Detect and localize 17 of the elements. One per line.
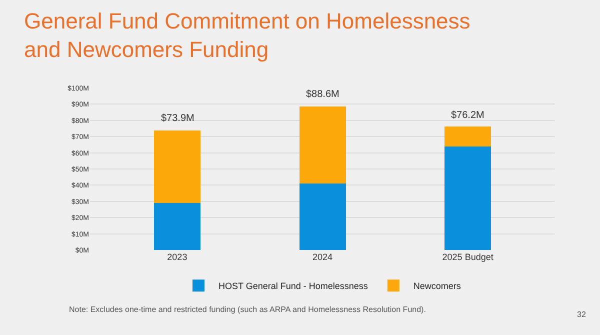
x-tick-label: 2023 bbox=[167, 252, 188, 262]
bar bbox=[299, 184, 346, 250]
chart-title: General Fund Commitment on Homelessness and Newcomers Funding bbox=[24, 8, 470, 62]
x-tick-label: 2025 Budget bbox=[442, 252, 494, 262]
legend-label: HOST General Fund - Homelessness bbox=[218, 281, 368, 292]
text: Note: Excludes one-time and restricted funding (such as ARPA and Homelessness Resolution Fund). bbox=[69, 305, 426, 314]
bar bbox=[154, 203, 200, 250]
x-tick-label: 2024 bbox=[312, 252, 333, 262]
bar bbox=[444, 146, 492, 250]
bar bbox=[444, 126, 492, 146]
legend-label: Newcomers bbox=[413, 281, 462, 292]
total-label: $88.6M bbox=[306, 89, 340, 100]
bar bbox=[154, 130, 200, 204]
total-label: $73.9M bbox=[161, 113, 194, 124]
bar bbox=[299, 106, 346, 184]
total-label: $76.2M bbox=[451, 110, 484, 121]
text: 32 bbox=[577, 310, 586, 319]
